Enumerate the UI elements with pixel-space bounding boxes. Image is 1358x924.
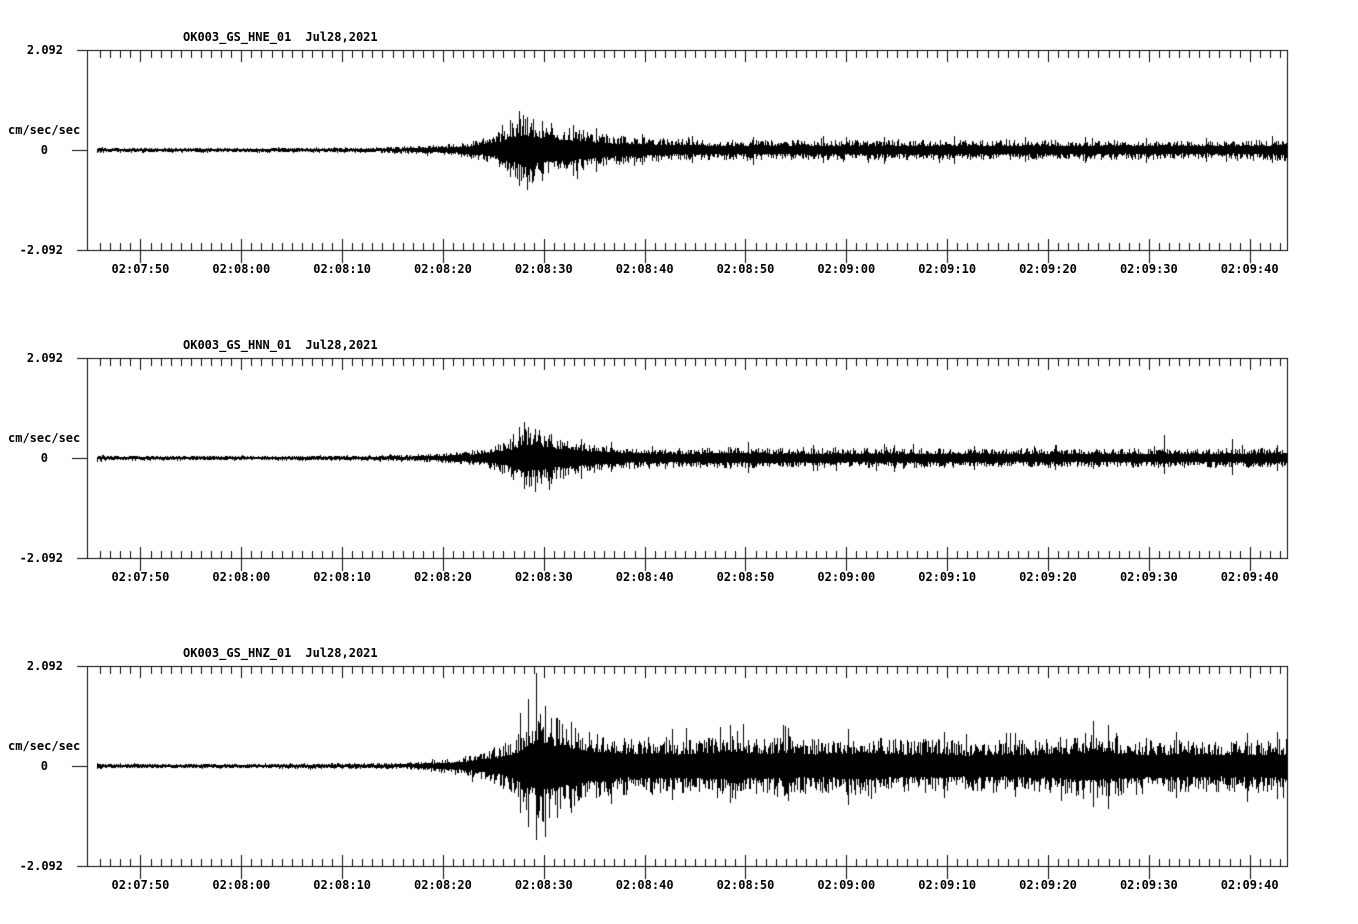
y-axis-zero-label: 0 bbox=[40, 143, 48, 157]
y-axis-max-label: 2.092 bbox=[26, 659, 63, 673]
y-axis-max-label: 2.092 bbox=[26, 43, 63, 57]
waveform-plot-hnn bbox=[57, 346, 1302, 578]
y-axis-zero-label: 0 bbox=[40, 759, 48, 773]
waveform-plot-hne bbox=[57, 38, 1302, 270]
panel-hne: OK003_GS_HNE_01 Jul28,2021 2.092 cm/sec/s… bbox=[0, 0, 1358, 308]
y-axis-max-label: 2.092 bbox=[26, 351, 63, 365]
panel-hnn: OK003_GS_HNN_01 Jul28,2021 2.092 cm/sec/s… bbox=[0, 308, 1358, 616]
panel-hnz: OK003_GS_HNZ_01 Jul28,2021 2.092 cm/sec/s… bbox=[0, 616, 1358, 924]
y-axis-min-label: -2.092 bbox=[19, 551, 63, 565]
y-axis-min-label: -2.092 bbox=[19, 243, 63, 257]
y-axis-min-label: -2.092 bbox=[19, 859, 63, 873]
y-axis-zero-label: 0 bbox=[40, 451, 48, 465]
waveform-plot-hnz bbox=[57, 654, 1302, 886]
